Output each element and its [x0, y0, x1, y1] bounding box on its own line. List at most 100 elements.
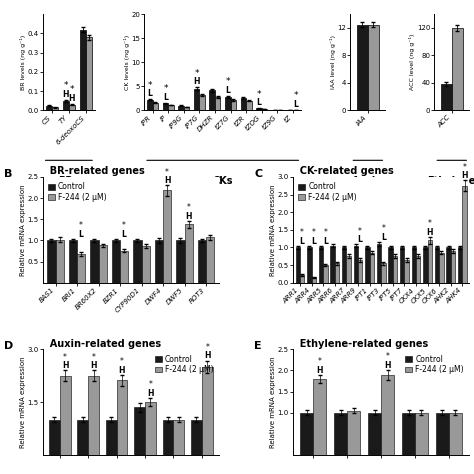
- Text: L: L: [323, 237, 328, 246]
- Bar: [365, 247, 370, 283]
- Bar: [120, 251, 128, 283]
- Bar: [335, 263, 339, 283]
- Text: *: *: [63, 353, 67, 362]
- Text: *: *: [91, 353, 95, 362]
- Bar: [307, 247, 311, 283]
- Text: L: L: [163, 93, 168, 102]
- Text: *: *: [187, 203, 191, 212]
- Bar: [334, 413, 347, 455]
- Bar: [458, 247, 462, 283]
- Bar: [301, 413, 313, 455]
- Bar: [400, 247, 404, 283]
- Bar: [416, 256, 420, 283]
- Bar: [381, 374, 394, 455]
- Bar: [77, 420, 88, 455]
- Text: CK-related genes: CK-related genes: [293, 166, 394, 176]
- Bar: [381, 263, 385, 283]
- Y-axis label: Relative mRNA expression: Relative mRNA expression: [20, 356, 26, 448]
- Bar: [198, 240, 206, 283]
- Bar: [311, 277, 316, 283]
- Bar: [462, 186, 467, 283]
- Text: H: H: [62, 361, 68, 370]
- Bar: [63, 100, 69, 110]
- Bar: [330, 246, 335, 283]
- Bar: [142, 246, 150, 283]
- Bar: [449, 413, 462, 455]
- Bar: [86, 37, 92, 110]
- Bar: [225, 97, 230, 110]
- Bar: [106, 420, 117, 455]
- Text: *: *: [226, 77, 230, 86]
- Y-axis label: Relative mRNA expression: Relative mRNA expression: [270, 184, 276, 276]
- Text: *: *: [463, 163, 466, 172]
- Bar: [393, 256, 397, 283]
- Text: L: L: [358, 235, 363, 244]
- Text: D: D: [4, 341, 13, 351]
- Text: *: *: [120, 357, 124, 366]
- Bar: [210, 90, 215, 110]
- Bar: [163, 191, 171, 283]
- Bar: [262, 109, 267, 110]
- Text: H: H: [118, 366, 125, 375]
- Text: CKs: CKs: [212, 176, 233, 186]
- Bar: [447, 247, 451, 283]
- Text: H: H: [91, 361, 97, 370]
- Bar: [200, 95, 205, 110]
- Text: *: *: [428, 219, 432, 228]
- Y-axis label: BR levels (ng g⁻¹): BR levels (ng g⁻¹): [20, 35, 26, 90]
- Bar: [347, 410, 360, 455]
- Bar: [99, 246, 107, 283]
- Bar: [300, 275, 304, 283]
- Text: *: *: [64, 81, 68, 90]
- Bar: [133, 240, 142, 283]
- Text: Auxin: Auxin: [352, 176, 383, 186]
- Text: *: *: [382, 224, 385, 233]
- Bar: [145, 402, 156, 455]
- Text: *: *: [194, 69, 199, 78]
- Text: L: L: [381, 233, 386, 242]
- Text: H: H: [147, 389, 154, 398]
- Text: H: H: [204, 352, 210, 361]
- Bar: [377, 244, 381, 283]
- Bar: [354, 246, 358, 283]
- Text: L: L: [225, 86, 230, 95]
- Bar: [112, 240, 120, 283]
- Text: *: *: [70, 85, 74, 94]
- Bar: [256, 109, 262, 110]
- Bar: [342, 247, 346, 283]
- Text: H: H: [384, 361, 391, 370]
- Text: *: *: [205, 343, 209, 352]
- Text: H: H: [185, 212, 192, 221]
- Bar: [230, 100, 236, 110]
- Bar: [178, 106, 184, 110]
- Legend: Control, F-244 (2 μM): Control, F-244 (2 μM): [46, 181, 108, 203]
- Bar: [439, 253, 444, 283]
- Bar: [206, 237, 214, 283]
- Text: E: E: [254, 341, 262, 351]
- Bar: [428, 240, 432, 283]
- Bar: [423, 247, 428, 283]
- Bar: [358, 260, 362, 283]
- Bar: [163, 103, 168, 110]
- Bar: [184, 224, 193, 283]
- Bar: [69, 105, 75, 110]
- Text: *: *: [257, 90, 261, 99]
- Bar: [168, 105, 173, 110]
- Bar: [52, 108, 58, 110]
- Bar: [60, 376, 71, 455]
- Bar: [368, 25, 379, 110]
- Bar: [435, 247, 439, 283]
- Text: *: *: [165, 168, 169, 177]
- Y-axis label: Relative mRNA expression: Relative mRNA expression: [270, 356, 276, 448]
- Y-axis label: Relative mRNA expression: Relative mRNA expression: [20, 184, 26, 276]
- Bar: [49, 420, 60, 455]
- Text: *: *: [318, 357, 322, 366]
- Text: *: *: [300, 228, 304, 237]
- Bar: [441, 84, 452, 110]
- Bar: [46, 106, 52, 110]
- Text: *: *: [122, 221, 126, 230]
- Text: BR-related genes: BR-related genes: [43, 166, 145, 176]
- Bar: [241, 98, 246, 110]
- Y-axis label: IAA level (ng g⁻¹): IAA level (ng g⁻¹): [330, 35, 336, 89]
- Bar: [370, 253, 374, 283]
